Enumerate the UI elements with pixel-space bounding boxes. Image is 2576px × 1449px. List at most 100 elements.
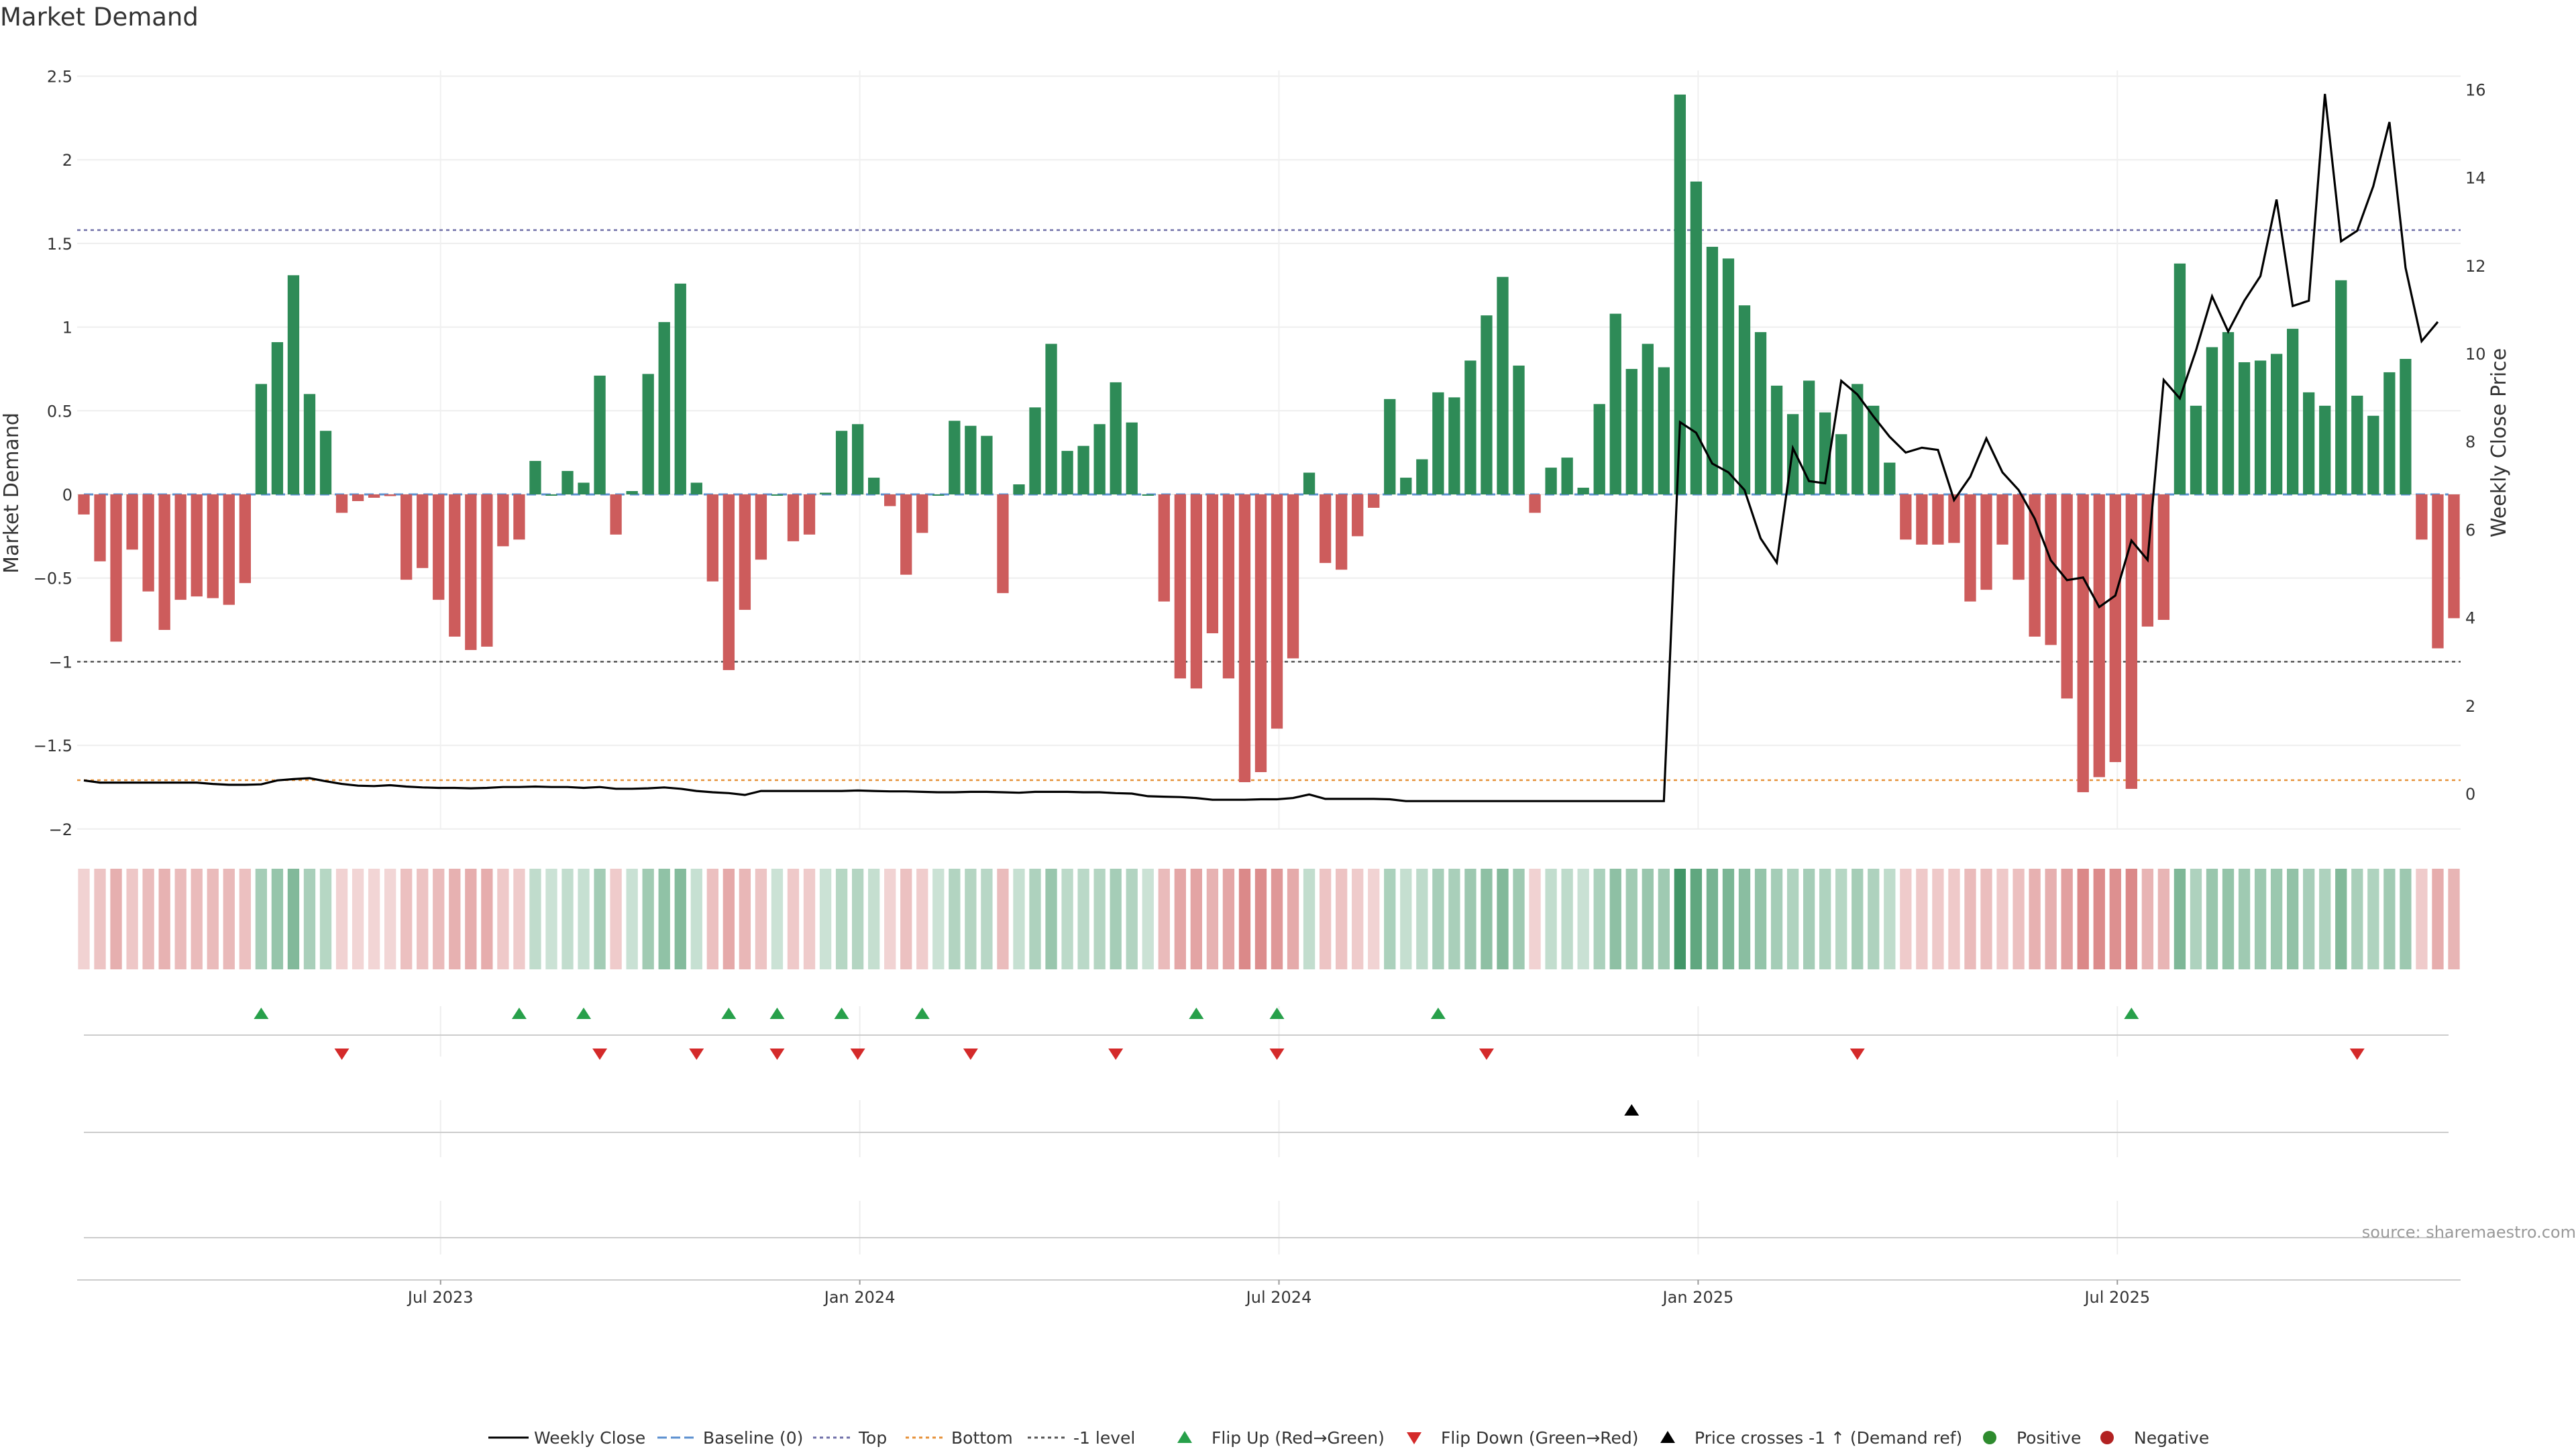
flip-down-marker	[850, 1049, 865, 1060]
positive-bar	[819, 492, 832, 494]
positive-bar	[658, 322, 670, 494]
heat-cell	[2061, 869, 2073, 969]
flip-up-marker	[511, 1008, 527, 1019]
positive-bar	[2190, 405, 2202, 494]
negative-bar	[1271, 494, 1283, 729]
positive-bar	[2270, 354, 2283, 494]
heat-cell	[626, 869, 638, 969]
positive-bar	[851, 424, 864, 494]
negative-bar	[2012, 494, 2025, 580]
heat-cell	[610, 869, 622, 969]
negative-bar	[158, 494, 170, 631]
heat-cell	[2238, 869, 2251, 969]
heat-cell	[1884, 869, 1896, 969]
negative-bar	[384, 494, 396, 496]
legend-positive-label: Positive	[2017, 1428, 2081, 1448]
heat-cell	[1464, 869, 1477, 969]
heat-cell	[932, 869, 945, 969]
legend-flip-up-swatch	[1177, 1431, 1192, 1443]
heat-cell	[2012, 869, 2025, 969]
heat-cell	[1271, 869, 1283, 969]
heat-cell	[1432, 869, 1444, 969]
heat-cell	[2351, 869, 2363, 969]
positive-bar	[1029, 407, 1041, 494]
positive-bar	[1481, 315, 1493, 494]
negative-bar	[1254, 494, 1267, 773]
heat-cell	[2383, 869, 2396, 969]
heat-cell	[1770, 869, 1783, 969]
heat-cell	[1835, 869, 1847, 969]
heat-cell	[1029, 869, 1041, 969]
positive-bar	[1819, 412, 1831, 494]
positive-bar	[2319, 405, 2331, 494]
heat-cell	[1190, 869, 1202, 969]
heat-cell	[368, 869, 380, 969]
positive-bar	[1642, 343, 1654, 494]
heat-cell	[1481, 869, 1493, 969]
heat-cell	[191, 869, 203, 969]
positive-bar	[965, 425, 977, 494]
positive-bar	[303, 394, 316, 494]
positive-bar	[1658, 367, 1670, 494]
positive-bar	[561, 471, 574, 494]
heat-cell	[771, 869, 784, 969]
y-tick-label: −0.5	[34, 570, 72, 588]
heat-cell	[2432, 869, 2444, 969]
legend-price-cross-label: Price crosses -1 ↑ (Demand ref)	[1695, 1428, 1962, 1448]
positive-bar	[2254, 360, 2267, 494]
negative-bar	[2448, 494, 2460, 619]
positive-bar	[1577, 488, 1589, 494]
heat-cell	[1674, 869, 1686, 969]
positive-bar	[2400, 358, 2412, 494]
heat-cell	[884, 869, 896, 969]
heat-cell	[2157, 869, 2170, 969]
negative-bar	[352, 494, 364, 501]
heat-cell	[1077, 869, 1089, 969]
heat-cell	[1158, 869, 1170, 969]
heat-cell	[2287, 869, 2299, 969]
flip-up-marker	[834, 1008, 849, 1019]
negative-bar	[1206, 494, 1219, 634]
heat-cell	[578, 869, 590, 969]
negative-bar	[94, 494, 106, 561]
positive-bar	[1754, 332, 1767, 494]
y-tick-label: 0.5	[47, 402, 72, 421]
heat-cell	[239, 869, 251, 969]
heat-cell	[1722, 869, 1735, 969]
heat-cell	[1706, 869, 1719, 969]
positive-bar	[2287, 329, 2299, 494]
x-axis: Jul 2023 Jan 2024 Jul 2024 Jan 2025 Jul 2025	[407, 1280, 2150, 1307]
positive-bar	[626, 491, 638, 494]
heat-cell	[1577, 869, 1589, 969]
negative-bar	[2109, 494, 2121, 763]
heat-cell	[1336, 869, 1348, 969]
negative-bar	[191, 494, 203, 597]
positive-bar	[319, 431, 332, 494]
heat-cell	[1964, 869, 1976, 969]
y2-tick-label: 12	[2465, 257, 2486, 276]
y2-tick-label: 0	[2465, 785, 2475, 804]
x-tick-label: Jul 2023	[407, 1288, 474, 1307]
positive-bar	[2383, 372, 2396, 494]
negative-bar	[433, 494, 445, 600]
heat-cell	[1690, 869, 1703, 969]
heat-cell	[997, 869, 1009, 969]
flip-down-marker	[334, 1049, 350, 1060]
heat-cell	[94, 869, 106, 969]
positive-bar	[690, 482, 702, 494]
y2-tick-label: 2	[2465, 697, 2475, 716]
heat-cell	[2270, 869, 2283, 969]
flip-up-marker	[1189, 1008, 1204, 1019]
demand-bars	[78, 94, 2460, 792]
positive-bar	[1706, 246, 1719, 494]
x-tick-label: Jul 2025	[2083, 1288, 2150, 1307]
negative-bar	[239, 494, 251, 584]
heat-cell	[126, 869, 138, 969]
positive-bar	[1690, 181, 1703, 494]
negative-bar	[1158, 494, 1170, 602]
x-tick-label: Jan 2024	[823, 1288, 896, 1307]
heat-cell	[835, 869, 848, 969]
positive-bar	[1593, 404, 1605, 494]
left-y-axis: 2.5 2 1.5 1 0.5 0 −0.5 −1 −1.5 −2	[34, 68, 72, 839]
